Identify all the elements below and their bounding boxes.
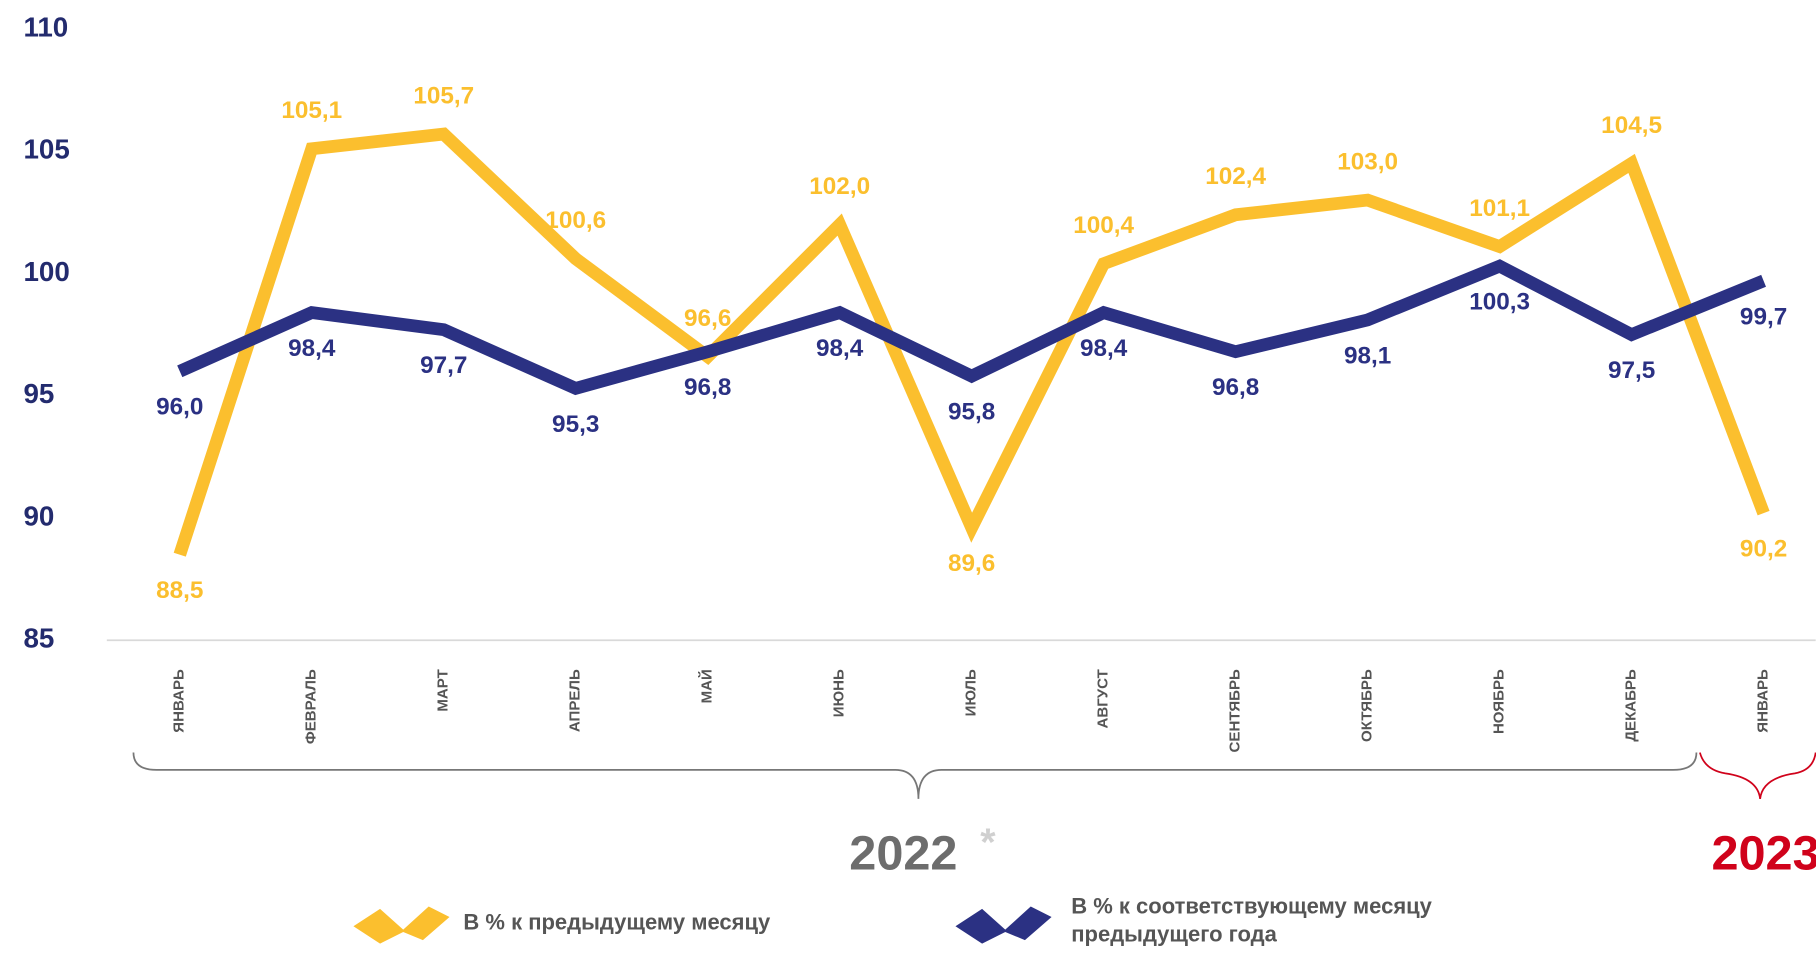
data-label: 104,5	[1601, 112, 1662, 139]
x-tick-label: ЯНВАРЬ	[171, 669, 188, 733]
y-tick-label: 90	[23, 500, 54, 531]
x-tick-label: ИЮНЬ	[831, 669, 848, 717]
legend-icon	[955, 906, 1052, 944]
data-label: 105,1	[281, 97, 342, 124]
legend-entry: В % к предыдущему месяцу	[463, 911, 771, 936]
data-label: 98,4	[816, 335, 864, 362]
data-label: 88,5	[156, 577, 203, 604]
brace-2023	[1699, 752, 1816, 799]
data-label: 105,7	[413, 82, 474, 109]
x-tick-label: МАЙ	[698, 669, 716, 703]
data-label: 95,8	[948, 399, 995, 426]
legend-label: В % к соответствующему месяцу предыдущег…	[1071, 894, 1432, 948]
series-line	[173, 127, 1770, 557]
data-label: 100,6	[545, 207, 606, 234]
brace-2022	[132, 752, 1698, 799]
x-tick-label: АПРЕЛЬ	[567, 669, 584, 732]
x-tick-label: МАРТ	[435, 668, 452, 711]
data-label: 90,2	[1740, 536, 1787, 563]
series-line	[177, 259, 1766, 396]
data-label: 101,1	[1469, 195, 1530, 222]
legend-icon	[353, 906, 450, 944]
data-label: 96,8	[1212, 374, 1259, 401]
x-tick-label: АВГУСТ	[1095, 668, 1112, 728]
data-label: 99,7	[1740, 303, 1787, 330]
x-tick-label: СЕНТЯБРЬ	[1227, 669, 1244, 752]
x-tick-label: ДЕКАБРЬ	[1623, 669, 1640, 742]
data-label: 102,4	[1205, 163, 1266, 190]
x-tick-label: ЯНВАРЬ	[1755, 669, 1772, 733]
data-label: 96,6	[684, 305, 731, 332]
data-label: 97,7	[420, 352, 467, 379]
data-label: 95,3	[552, 411, 599, 438]
y-tick-label: 85	[23, 623, 54, 654]
data-label: 89,6	[948, 550, 995, 577]
data-label: 97,5	[1608, 357, 1655, 384]
y-tick-label: 95	[23, 378, 54, 409]
data-label: 100,3	[1469, 289, 1530, 316]
x-tick-label: НОЯБРЬ	[1491, 669, 1508, 734]
data-label: 100,4	[1073, 212, 1134, 239]
x-tick-label: ОКТЯБРЬ	[1359, 669, 1376, 742]
y-tick-label: 110	[23, 11, 68, 42]
data-label: 103,0	[1337, 148, 1398, 175]
x-tick-label: ФЕВРАЛЬ	[303, 669, 320, 744]
y-tick-label: 105	[23, 134, 69, 165]
data-label: 98,1	[1344, 342, 1391, 369]
legend-label: В % к предыдущему месяцу	[463, 911, 771, 936]
data-label: 98,4	[1080, 335, 1128, 362]
data-label: 96,0	[156, 394, 203, 421]
year-label: 2023	[1711, 827, 1816, 881]
x-tick-label: ИЮЛЬ	[963, 669, 980, 716]
data-label: 102,0	[809, 173, 870, 200]
legend-entry: В % к соответствующему месяцу предыдущег…	[1071, 894, 1432, 948]
year-footnote: *	[980, 821, 996, 865]
data-label: 96,8	[684, 374, 731, 401]
year-label: 2022	[849, 827, 957, 881]
y-tick-label: 100	[23, 256, 69, 287]
data-label: 98,4	[288, 335, 336, 362]
